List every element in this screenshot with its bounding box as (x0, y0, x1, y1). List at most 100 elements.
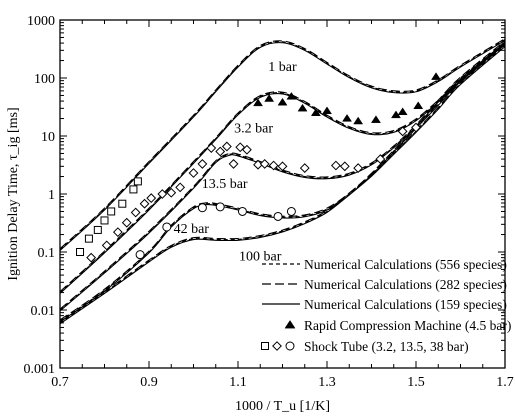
shock-tube-diamond-point (206, 143, 217, 153)
shock-tube-diamond-point (241, 144, 252, 155)
shock-tube-diamond-point (86, 252, 97, 263)
x-tick-label: 0.9 (140, 375, 158, 390)
curve-556-species (59, 42, 506, 293)
shock-tube-diamond-point (375, 154, 386, 164)
x-tick-label: 0.7 (51, 375, 69, 390)
shock-tube-diamond-point (146, 193, 157, 204)
legend-diamond-marker (272, 341, 282, 351)
curve-282-species (59, 38, 506, 250)
x-tick-label: 1.3 (318, 375, 336, 390)
shock-tube-diamond-point (259, 159, 270, 169)
curve-556-species (59, 39, 506, 251)
rcm-triangle-point (431, 72, 441, 80)
shock-tube-diamond-point (221, 141, 232, 152)
rcm-triangle-point (310, 108, 321, 117)
curve-label: 100 bar (239, 250, 282, 265)
shock-tube-diamond-point (112, 227, 123, 238)
shock-tube-square-point (84, 234, 93, 243)
shock-tube-diamond-point (166, 187, 177, 198)
shock-tube-square-point (133, 177, 142, 186)
shock-tube-circle-point (237, 206, 247, 216)
legend-label: Numerical Calculations (159 species) (304, 297, 507, 312)
legend-label: Numerical Calculations (556 species) (304, 257, 507, 272)
x-axis-label: 1000 / T_u [1/K] (235, 399, 330, 414)
shock-tube-diamond-point (411, 122, 421, 133)
shock-tube-diamond-point (101, 240, 112, 251)
legend-label: Numerical Calculations (282 species) (304, 277, 507, 292)
shock-tube-diamond-point (130, 207, 141, 218)
rcm-triangle-point (322, 106, 332, 115)
shock-tube-square-point (93, 225, 102, 234)
shock-tube-circle-point (162, 222, 172, 232)
curve-label: 1 bar (268, 60, 297, 75)
shock-tube-diamond-point (228, 159, 239, 169)
shock-tube-square-point (76, 248, 85, 256)
shock-tube-circle-point (286, 206, 296, 216)
y-tick-label: 0.01 (31, 304, 56, 319)
rcm-triangle-point (397, 107, 408, 116)
rcm-triangle-point (342, 114, 352, 122)
y-tick-label: 100 (34, 72, 55, 87)
shock-tube-circle-point (197, 203, 207, 213)
curve-282-species (59, 41, 506, 293)
shock-tube-diamond-point (397, 126, 408, 137)
y-tick-label: 1 (48, 188, 55, 203)
curve-label: 3.2 bar (234, 122, 273, 137)
curve-label: 42 bar (174, 222, 210, 237)
curve-556-species (59, 45, 506, 324)
rcm-triangle-point (277, 97, 288, 106)
curve-label: 13.5 bar (202, 177, 248, 192)
x-tick-label: 1.7 (496, 375, 514, 390)
rcm-triangle-point (370, 115, 381, 123)
pressure-labels: 1 bar 3.2 bar 13.5 bar 42 bar 100 bar (174, 60, 297, 264)
legend: Numerical Calculations (556 species) Nume… (261, 257, 511, 354)
shock-tube-diamond-point (197, 159, 208, 169)
shock-tube-diamond-point (139, 198, 150, 209)
rcm-triangle-point (413, 101, 424, 110)
curve-556-species (59, 41, 506, 311)
shock-tube-diamond-point (157, 189, 168, 199)
legend-circle-marker (285, 341, 295, 351)
shock-tube-square-point (100, 216, 109, 225)
y-tick-label: 0.1 (38, 246, 56, 261)
experimental-points (76, 72, 441, 263)
shock-tube-diamond-point (268, 160, 279, 171)
curve-159-species (59, 43, 506, 294)
rcm-triangle-point (297, 103, 308, 112)
shock-tube-diamond-point (121, 217, 132, 228)
y-tick-label: 10 (41, 130, 55, 145)
y-tick-label: 0.001 (24, 362, 56, 377)
shock-tube-diamond-point (215, 146, 226, 157)
shock-tube-diamond-point (277, 161, 288, 172)
legend-triangle-marker (284, 320, 296, 329)
x-tick-label: 1.1 (229, 375, 247, 390)
rcm-triangle-point (286, 91, 297, 100)
shock-tube-diamond-point (175, 182, 186, 193)
curve-282-species (59, 40, 506, 310)
shock-tube-diamond-point (339, 161, 350, 172)
rcm-triangle-point (264, 94, 275, 102)
shock-tube-diamond-point (299, 163, 310, 173)
shock-tube-square-point (118, 199, 127, 208)
rcm-triangle-point (353, 116, 364, 125)
shock-tube-diamond-point (188, 168, 199, 178)
rcm-triangle-point (253, 98, 263, 107)
shock-tube-diamond-point (353, 163, 364, 173)
shock-tube-circle-point (215, 202, 225, 212)
y-axis-label: Ignition Delay Time, τ_ig [ms] (6, 107, 21, 280)
shock-tube-circle-point (135, 250, 145, 260)
curve-159-species (59, 39, 506, 251)
y-axis: 0.001 0.01 0.1 1 10 100 1000 (24, 14, 505, 377)
shock-tube-diamond-point (235, 142, 246, 153)
x-axis: 0.7 0.9 1.1 1.3 1.5 1.7 (51, 20, 514, 390)
legend-label: Shock Tube (3.2, 13.5, 38 bar) (304, 339, 469, 354)
shock-tube-square-point (107, 207, 116, 216)
x-tick-label: 1.5 (407, 375, 425, 390)
y-tick-label: 1000 (27, 14, 55, 29)
shock-tube-circle-point (273, 211, 283, 221)
shock-tube-diamond-point (330, 160, 341, 171)
shock-tube-square-point (129, 185, 138, 194)
legend-square-marker (261, 342, 269, 350)
legend-label: Rapid Compression Machine (4.5 bar) (304, 318, 511, 333)
